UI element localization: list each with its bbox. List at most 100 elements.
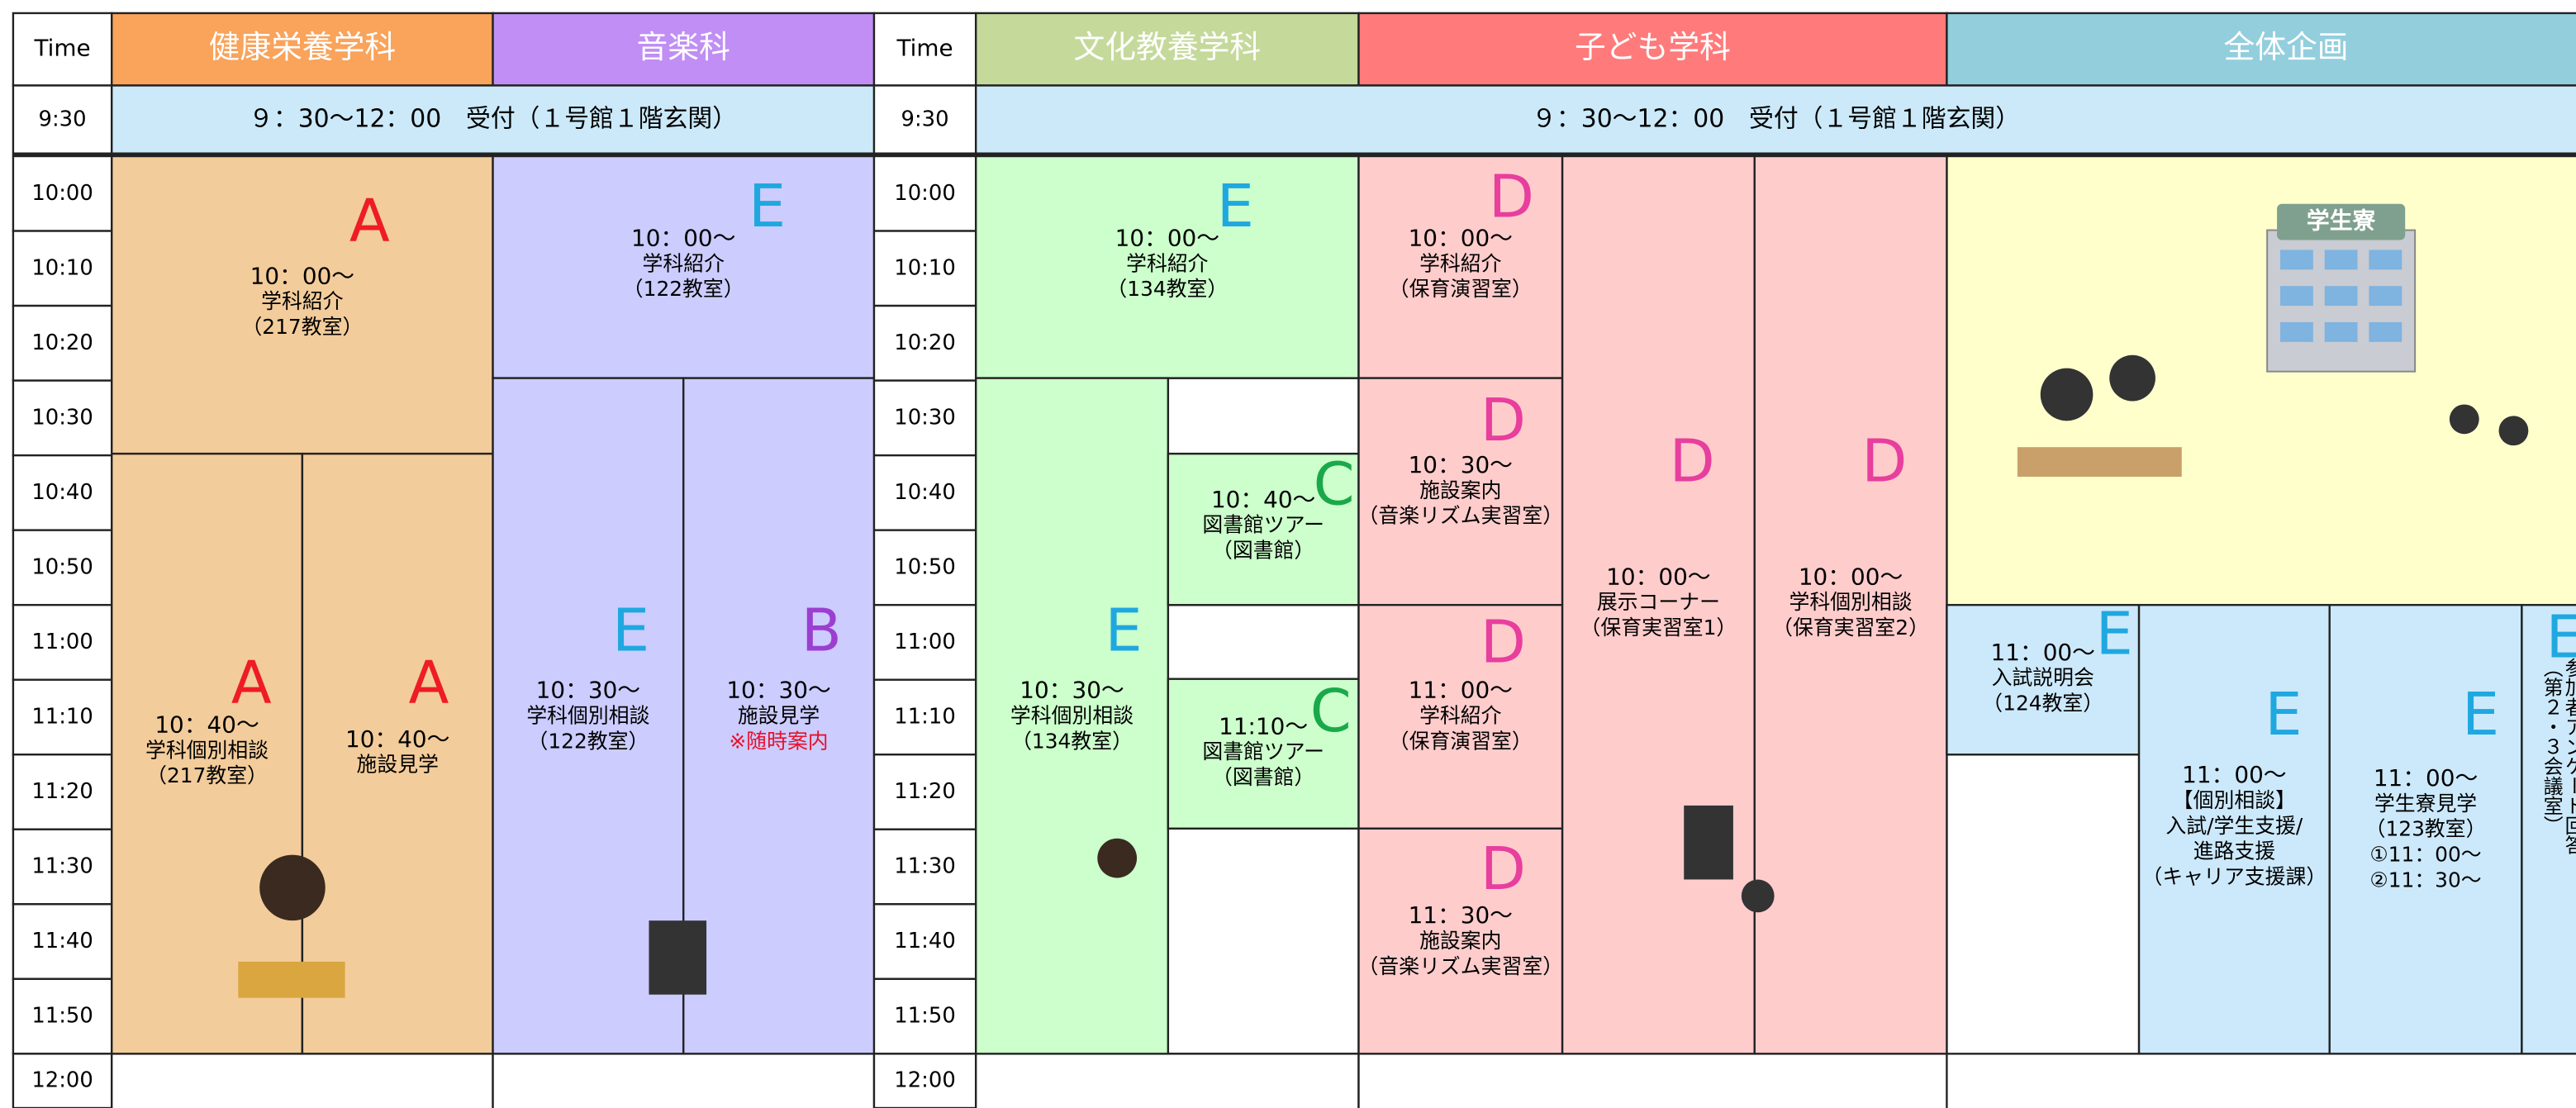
time-label: 10:10 (31, 255, 93, 280)
department-name: 健康栄養学科 (209, 29, 397, 65)
window (2280, 250, 2313, 270)
illustration (1097, 838, 1138, 878)
event-cell (2521, 603, 2576, 1055)
time-header (12, 12, 113, 87)
time-label: 11:50 (894, 1004, 955, 1029)
empty-cell (1357, 1053, 1948, 1108)
department-name: 音楽科 (637, 29, 730, 65)
time-label: 10:40 (894, 480, 955, 505)
event-cell (974, 155, 1360, 379)
event-text: 10：00〜 (250, 262, 354, 289)
event-badge: D (1480, 607, 1526, 676)
time-label: 11:40 (894, 929, 955, 953)
time-label: 10:30 (31, 405, 93, 430)
event-text: 施設見学 (357, 753, 439, 777)
event-text: （音楽リズム実習室） (1358, 954, 1564, 978)
event-badge: E (1217, 172, 1254, 240)
event-note: ※随時案内 (729, 729, 828, 753)
event-cell (1167, 678, 1360, 830)
event-text: 参加者アンケート回答 (2561, 658, 2576, 855)
event-text: （キャリア支援課） (2142, 864, 2327, 888)
time-label: 11:40 (31, 929, 93, 953)
time-cell (872, 379, 977, 457)
event-text: （122教室） (623, 277, 744, 301)
time-header-label: Time (896, 35, 953, 62)
time-label: 10:40 (31, 480, 93, 505)
department-name: 子ども学科 (1575, 29, 1731, 65)
window (2280, 321, 2313, 342)
time-label: 9:30 (39, 107, 87, 132)
event-text: 図書館ツアー (1202, 739, 1324, 763)
event-text: 10：30〜 (1019, 677, 1124, 704)
event-badge: E (2545, 602, 2576, 671)
event-cell (1357, 377, 1564, 606)
event-cell (1561, 155, 1756, 1055)
event-text: 10：00〜 (1115, 224, 1219, 251)
time-cell (12, 828, 113, 906)
time-cell (872, 754, 977, 830)
event-text: （保育演習室） (1389, 277, 1533, 301)
event-text: 入試/学生支援/ (2165, 814, 2303, 838)
event-text: 図書館ツアー (1202, 513, 1324, 537)
event-text: （図書館） (1212, 765, 1314, 789)
event-cell (682, 377, 876, 1055)
event-text: 入試説明会 (1992, 666, 2094, 690)
event-text: 学科個別相談 (145, 738, 269, 762)
event-text: 施設見学 (738, 703, 820, 727)
event-text: 10：00〜 (1409, 224, 1513, 251)
time-cell (872, 304, 977, 382)
empty-cell (1167, 377, 1360, 455)
building-sign (2277, 203, 2406, 240)
event-text: 10：00〜 (631, 224, 735, 251)
time-label: 10:30 (894, 405, 955, 430)
time-cell (12, 454, 113, 531)
event-text: （第２・３会議室） (2540, 658, 2563, 835)
event-text: （保育実習室2） (1772, 616, 1929, 640)
illustration (649, 920, 707, 995)
event-badge: C (1314, 449, 1355, 518)
event-cell (111, 452, 304, 1055)
event-text: 10：00〜 (1799, 563, 1903, 590)
event-text: 学生寮見学 (2374, 792, 2477, 816)
event-cell (492, 155, 876, 379)
person (2449, 404, 2479, 435)
event-text: 進路支援 (2193, 839, 2276, 863)
event-badge: D (1670, 427, 1715, 496)
time-label: 11:00 (894, 630, 955, 654)
time-label: 10:20 (31, 330, 93, 355)
event-badge: D (1861, 427, 1907, 496)
event-text: 11：00〜 (2182, 761, 2286, 788)
window (2324, 321, 2358, 342)
time-header-label: Time (34, 35, 91, 62)
person (2040, 368, 2094, 421)
event-text: 学科紹介 (643, 251, 725, 275)
event-badge: E (2265, 680, 2302, 749)
event-text: 施設案内 (1419, 478, 1501, 502)
time-cell (12, 903, 113, 981)
time-cell (12, 379, 113, 457)
event-cell (111, 155, 494, 455)
event-text: （123教室） (2365, 817, 2487, 841)
event-text: ②11：30〜 (2369, 868, 2481, 892)
time-label: 12:00 (31, 1068, 93, 1093)
event-text: （217教室） (241, 315, 363, 339)
event-text: 展示コーナー (1597, 590, 1720, 614)
event-text: （217教室） (146, 763, 268, 787)
time-label: 10:50 (894, 554, 955, 579)
event-text: （134教室） (1011, 729, 1133, 753)
event-text: （保育実習室1） (1580, 616, 1737, 640)
event-badge: E (749, 172, 786, 240)
desk (2017, 447, 2182, 477)
time-label: 11:20 (894, 779, 955, 804)
time-label: 11:00 (31, 630, 93, 654)
time-label: 11:10 (31, 704, 93, 729)
reception-text: ９：30〜12：00 受付（１号館１階玄関） (1532, 105, 2020, 134)
event-text: 11：00〜 (1991, 639, 2095, 666)
empty-cell (492, 1053, 876, 1108)
time-cell (872, 155, 977, 232)
time-label: 11:30 (31, 854, 93, 879)
empty-cell (111, 1053, 494, 1108)
department-header (492, 12, 876, 87)
event-cell (2137, 603, 2331, 1055)
time-label: 10:00 (894, 181, 955, 206)
